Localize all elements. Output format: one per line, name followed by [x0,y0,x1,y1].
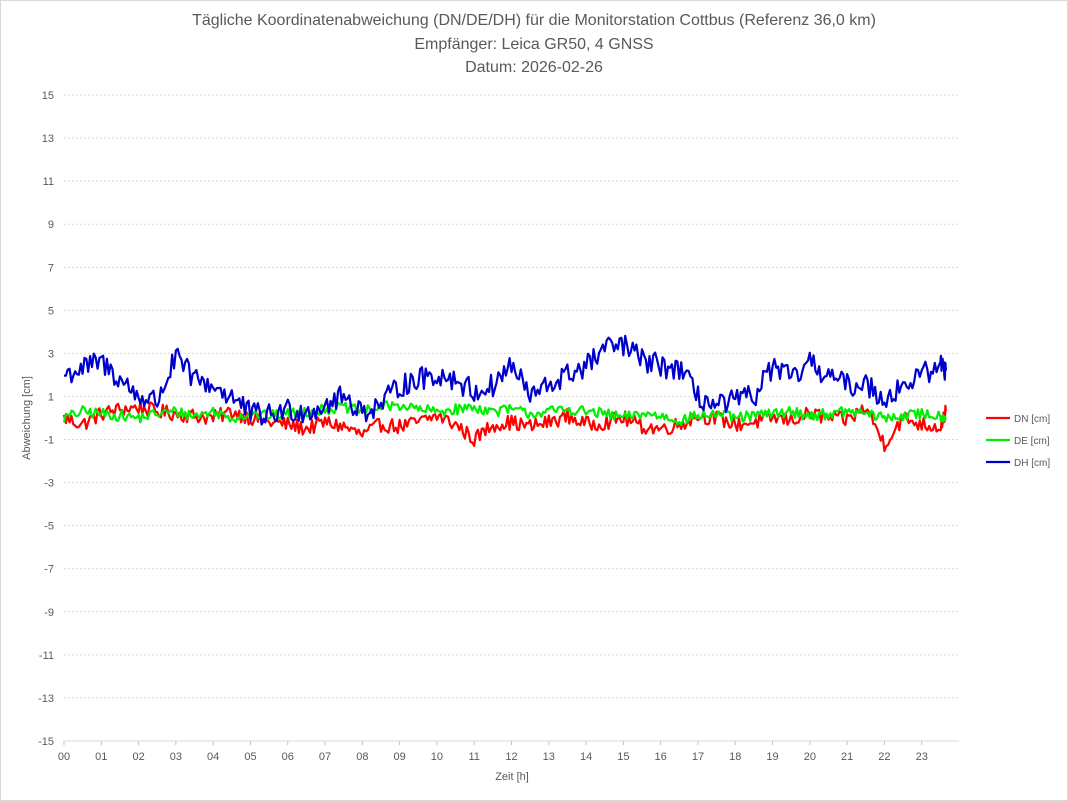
y-tick-label: 7 [48,262,54,274]
x-axis-ticks: 00 01 02 03 04 05 06 07 08 09 10 11 12 13 14 15 16 17 18 19… [58,741,928,763]
x-tick-label: 02 [132,751,144,763]
y-tick-label: -5 [44,521,54,533]
x-tick-label: 01 [95,751,107,763]
x-tick-label: 05 [244,751,256,763]
y-tick-label: 15 [42,90,54,102]
x-tick-label: 13 [543,751,555,763]
x-tick-label: 08 [356,751,368,763]
legend-label: DN [cm] [1014,414,1050,425]
y-tick-label: -3 [44,478,54,490]
x-tick-label: 10 [431,751,443,763]
x-tick-label: 03 [170,751,182,763]
x-tick-label: 21 [841,751,853,763]
x-tick-label: 07 [319,751,331,763]
x-tick-label: 09 [394,751,406,763]
y-tick-label: -11 [39,650,54,662]
y-tick-label: -15 [38,736,54,748]
y-axis-title: Abweichung [cm] [21,376,33,460]
chart-subtitle-date: Datum: 2026-02-26 [465,59,603,76]
series-line-de [62,400,947,427]
x-tick-label: 22 [878,751,890,763]
series-line-dn [62,400,947,453]
x-tick-label: 18 [729,751,741,763]
x-tick-label: 04 [207,751,219,763]
x-tick-label: 12 [505,751,517,763]
x-tick-label: 16 [655,751,667,763]
x-tick-label: 14 [580,751,592,763]
x-tick-label: 20 [804,751,816,763]
x-tick-label: 11 [468,751,479,763]
y-tick-label: 13 [42,133,54,145]
series-line-dh [63,334,947,426]
chart-title: Tägliche Koordinatenabweichung (DN/DE/DH… [192,12,876,29]
x-tick-label: 23 [916,751,928,763]
y-tick-label: 3 [48,348,54,360]
x-tick-label: 06 [282,751,294,763]
y-tick-label: 1 [48,391,54,403]
y-tick-label: -7 [44,564,54,576]
x-tick-label: 17 [692,751,704,763]
legend: DN [cm] DE [cm] DH [cm] [986,414,1050,469]
y-tick-label: -1 [44,435,54,447]
x-tick-label: 19 [766,751,778,763]
series-lines [62,334,947,453]
x-axis-title: Zeit [h] [495,771,529,783]
x-tick-label: 00 [58,751,70,763]
y-tick-label: 11 [43,176,54,188]
y-tick-label: -9 [44,607,54,619]
chart-subtitle-receiver: Empfänger: Leica GR50, 4 GNSS [414,36,654,53]
legend-label: DH [cm] [1014,458,1050,469]
y-tick-label: 9 [48,219,54,231]
x-tick-label: 15 [617,751,629,763]
y-tick-label: 5 [48,305,54,317]
y-tick-label: -13 [38,693,54,705]
legend-label: DE [cm] [1014,436,1050,447]
y-axis-ticks: 15 13 11 9 7 5 3 1 -1 -3 -5 -7 -9 -11 -13 -15 [38,90,54,748]
